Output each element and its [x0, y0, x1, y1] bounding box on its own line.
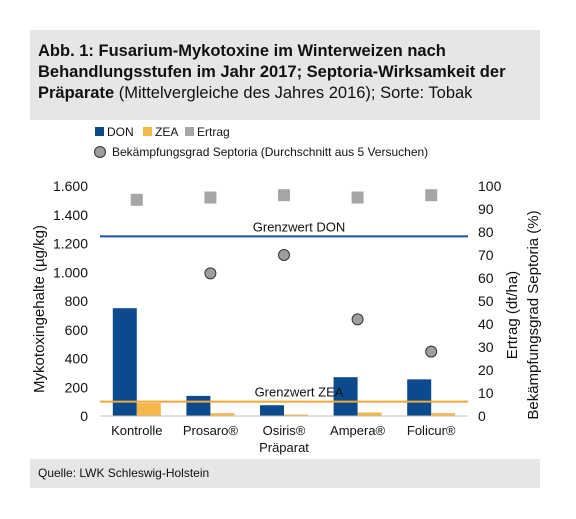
y2-tick-label: 90: [478, 201, 494, 217]
chart-title-bold: Abb. 1: Fusarium-Mykotoxine im Winterwei…: [38, 42, 506, 102]
chart-title: Abb. 1: Fusarium-Mykotoxine im Winterwei…: [38, 41, 538, 104]
y-axis-title: Mykotoxingehalte (µg/kg): [31, 225, 48, 393]
chart-title-regular: (Mittelvergleiche des Jahres 2016); Sort…: [114, 84, 473, 102]
legend-label-2: Ertrag: [197, 125, 230, 139]
zea-bar: [210, 413, 235, 416]
x-axis-title: Präparat: [259, 440, 309, 455]
don-bar: [186, 395, 211, 416]
septoria-marker: [351, 313, 364, 326]
don-bar: [112, 308, 137, 416]
y2-tick-label: 40: [478, 316, 494, 332]
y2-tick-label: 60: [478, 270, 494, 286]
y-tick-label: 0: [80, 408, 88, 424]
reference-label-don: Grenzwert DON: [253, 219, 345, 234]
don-bar: [407, 379, 432, 416]
zea-bar: [284, 414, 308, 416]
title-background: [30, 30, 540, 120]
legend-swatch-1: [143, 127, 152, 136]
zea-bar: [136, 403, 161, 416]
legend-label-3: Bekämpfungsgrad Septoria (Durchschnitt a…: [112, 145, 428, 159]
legend-swatch-2: [185, 127, 194, 136]
zea-bar: [431, 413, 456, 416]
y2-tick-label: 70: [478, 247, 494, 263]
x-tick-label: Prosaro®: [183, 423, 239, 438]
ertrag-marker: [351, 191, 364, 204]
source-note: Quelle: LWK Schleswig-Holstein: [38, 466, 210, 480]
septoria-marker: [425, 345, 438, 358]
y-tick-label: 600: [65, 322, 89, 338]
ertrag-marker: [425, 189, 438, 202]
y2-axis-title-ertrag: Ertrag (dt/ha): [504, 271, 521, 359]
zea-bar: [357, 412, 382, 416]
legend-swatch-3: [94, 146, 106, 158]
y-tick-label: 800: [65, 293, 89, 309]
legend-label-0: DON: [107, 125, 134, 139]
y2-tick-label: 20: [478, 362, 494, 378]
y-tick-label: 1.400: [53, 207, 88, 223]
septoria-marker: [278, 249, 290, 261]
y2-tick-label: 50: [478, 293, 494, 309]
x-tick-label: Folicur®: [407, 423, 456, 438]
don-bar: [333, 377, 358, 416]
x-tick-label: Osiris®: [263, 423, 306, 438]
y-tick-label: 400: [65, 351, 89, 367]
legend-label-1: ZEA: [155, 125, 178, 139]
y-tick-label: 200: [65, 379, 89, 395]
source-background: [30, 459, 540, 488]
y2-tick-label: 30: [478, 339, 494, 355]
don-bar: [260, 405, 284, 416]
reference-label-zea: Grenzwert ZEA: [255, 385, 344, 400]
x-tick-label: Kontrolle: [111, 423, 162, 438]
y-tick-label: 1.600: [53, 178, 88, 194]
ertrag-marker: [278, 189, 290, 202]
ertrag-marker: [204, 191, 217, 204]
y2-axis-title-septoria: Bekämpfungsgrad Septoria (%): [525, 210, 542, 419]
y-tick-label: 1.000: [53, 264, 88, 280]
legend-swatch-0: [95, 127, 104, 136]
y2-tick-label: 10: [478, 385, 494, 401]
y2-tick-label: 100: [478, 178, 502, 194]
y-tick-label: 1.200: [53, 236, 88, 252]
y2-tick-label: 0: [478, 408, 486, 424]
septoria-marker: [204, 267, 217, 280]
ertrag-marker: [130, 193, 143, 206]
x-tick-label: Ampera®: [330, 423, 386, 438]
y2-tick-label: 80: [478, 224, 494, 240]
